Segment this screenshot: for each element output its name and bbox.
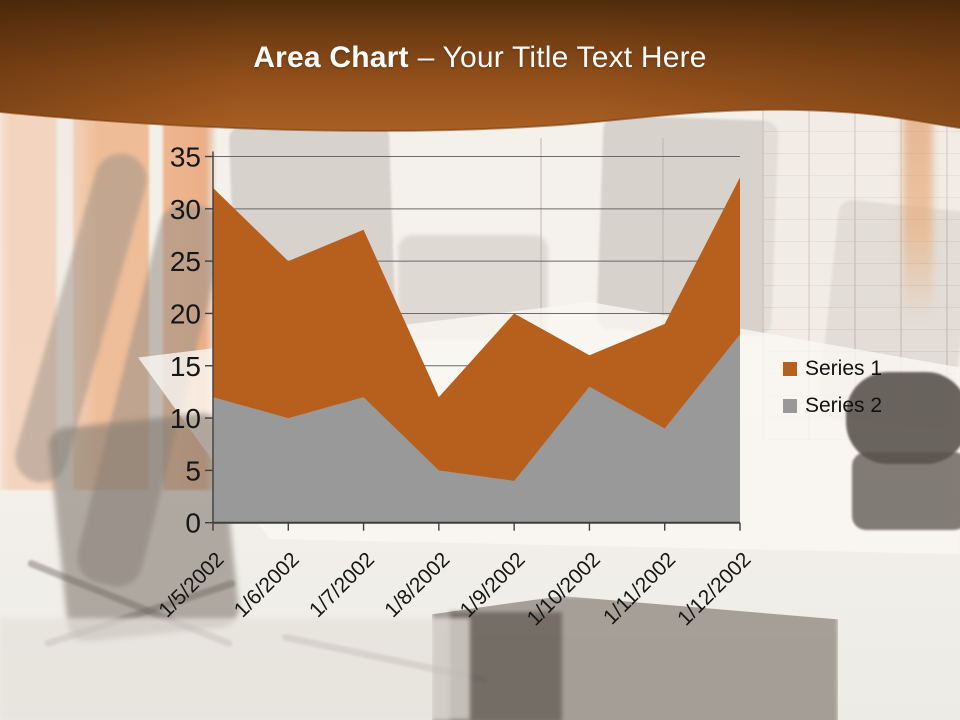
slide-title: Area Chart – Your Title Text Here bbox=[0, 41, 960, 75]
y-axis-labels: 0 5 10 15 20 25 30 35 bbox=[170, 142, 201, 539]
x-tick-label: 1/5/2002 bbox=[154, 548, 228, 622]
header-wave-shade bbox=[0, 0, 960, 132]
slide-title-rest: – Your Title Text Here bbox=[417, 41, 707, 74]
y-tick-label: 20 bbox=[170, 298, 201, 329]
y-tick-label: 25 bbox=[170, 246, 201, 277]
chart-legend: Series 1 Series 2 bbox=[783, 356, 882, 430]
x-tick-label: 1/7/2002 bbox=[305, 548, 379, 622]
series-2-swatch bbox=[783, 399, 797, 413]
y-tick-label: 35 bbox=[170, 142, 201, 173]
x-tick-label: 1/11/2002 bbox=[599, 548, 680, 629]
y-tick-label: 0 bbox=[185, 508, 201, 539]
x-tick-label: 1/8/2002 bbox=[380, 548, 454, 622]
x-tick-label: 1/6/2002 bbox=[230, 548, 304, 622]
axes bbox=[205, 151, 741, 531]
area-series bbox=[213, 177, 740, 523]
area-series-2 bbox=[213, 334, 740, 523]
x-tick-label: 1/9/2002 bbox=[456, 548, 530, 622]
header-wave bbox=[0, 0, 960, 133]
series-1-label: Series 1 bbox=[805, 357, 883, 380]
legend-item-series-1: Series 1 bbox=[783, 356, 882, 382]
x-tick-label: 1/12/2002 bbox=[673, 548, 755, 630]
y-tick-label: 5 bbox=[185, 455, 201, 486]
series-1-swatch bbox=[783, 362, 797, 376]
series-2-label: Series 2 bbox=[805, 394, 883, 417]
header-wave-edge bbox=[0, 108, 960, 133]
y-tick-label: 30 bbox=[170, 194, 201, 225]
y-tick-label: 15 bbox=[170, 351, 201, 382]
y-tick-label: 10 bbox=[170, 403, 201, 434]
slide-title-bold: Area Chart bbox=[253, 41, 409, 74]
x-tick-label: 1/10/2002 bbox=[523, 548, 605, 630]
x-axis-labels: 1/5/2002 1/6/2002 1/7/2002 1/8/2002 1/9/2002… bbox=[154, 548, 755, 630]
legend-item-series-2: Series 2 bbox=[783, 393, 882, 419]
